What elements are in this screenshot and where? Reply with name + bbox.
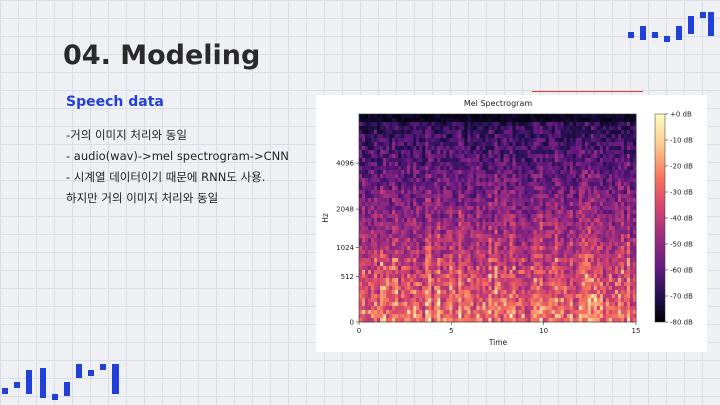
y-tick-label: 2048 xyxy=(336,206,354,214)
spectrogram-heatmap xyxy=(359,114,637,323)
y-tick-label: 4096 xyxy=(336,160,354,168)
x-tick-label: 0 xyxy=(357,327,361,335)
y-tick-label: 0 xyxy=(350,319,354,327)
colorbar-ticks: +0 dB -10 dB -20 dB -30 dB -40 dB -50 dB -60 d… xyxy=(665,111,693,327)
spectrogram-chart: Mel Spectrogram 0 5 10 15 0512102420484096 … xyxy=(321,99,693,347)
x-axis-ticks: 0 5 10 15 xyxy=(357,322,641,335)
colorbar xyxy=(654,113,666,323)
colorbar-tick-label: -80 dB xyxy=(670,319,693,327)
colorbar-tick-label: -20 dB xyxy=(670,163,693,171)
section-label: Speech data xyxy=(66,94,164,110)
x-tick-label: 15 xyxy=(632,327,641,335)
colorbar-tick-label: -50 dB xyxy=(670,241,693,249)
colorbar-tick-label: -70 dB xyxy=(670,293,693,301)
x-axis-label: Time xyxy=(488,338,508,347)
y-axis-ticks: 0 512 1024 2048 4096 xyxy=(336,160,359,327)
y-tick-label: 1024 xyxy=(336,244,354,252)
colorbar-tick-label: -30 dB xyxy=(670,189,693,197)
bullet-line-3: - 시계열 데이터이기 때문에 RNN도 사용. xyxy=(66,170,266,184)
decorative-blocks-bottom-left xyxy=(2,364,119,400)
decorative-blocks-top-right xyxy=(628,12,714,42)
red-accent-line xyxy=(532,91,643,92)
bullet-line-4: 하지만 거의 이미지 처리와 동일 xyxy=(66,191,219,205)
y-tick-label: 512 xyxy=(341,273,354,281)
bullet-line-2: - audio(wav)->mel spectrogram->CNN xyxy=(66,149,289,163)
colorbar-tick-label: +0 dB xyxy=(670,111,692,119)
spectrogram-figure: Mel Spectrogram 0 5 10 15 0 512 1024 2048 4096 … xyxy=(316,95,707,352)
plot-frame xyxy=(358,113,637,323)
x-tick-label: 10 xyxy=(539,327,548,335)
slide-title: 04. Modeling xyxy=(63,40,261,71)
x-tick-label: 5 xyxy=(449,327,453,335)
y-axis-label: Hz xyxy=(321,213,330,223)
colorbar-tick-label: -10 dB xyxy=(670,137,693,145)
bullet-list: -거의 이미지 처리와 동일 - audio(wav)->mel spectro… xyxy=(66,125,316,209)
bullet-line-1: -거의 이미지 처리와 동일 xyxy=(66,128,187,142)
colorbar-tick-label: -40 dB xyxy=(670,215,693,223)
colorbar-tick-label: -60 dB xyxy=(670,267,693,275)
chart-title: Mel Spectrogram xyxy=(464,99,532,108)
